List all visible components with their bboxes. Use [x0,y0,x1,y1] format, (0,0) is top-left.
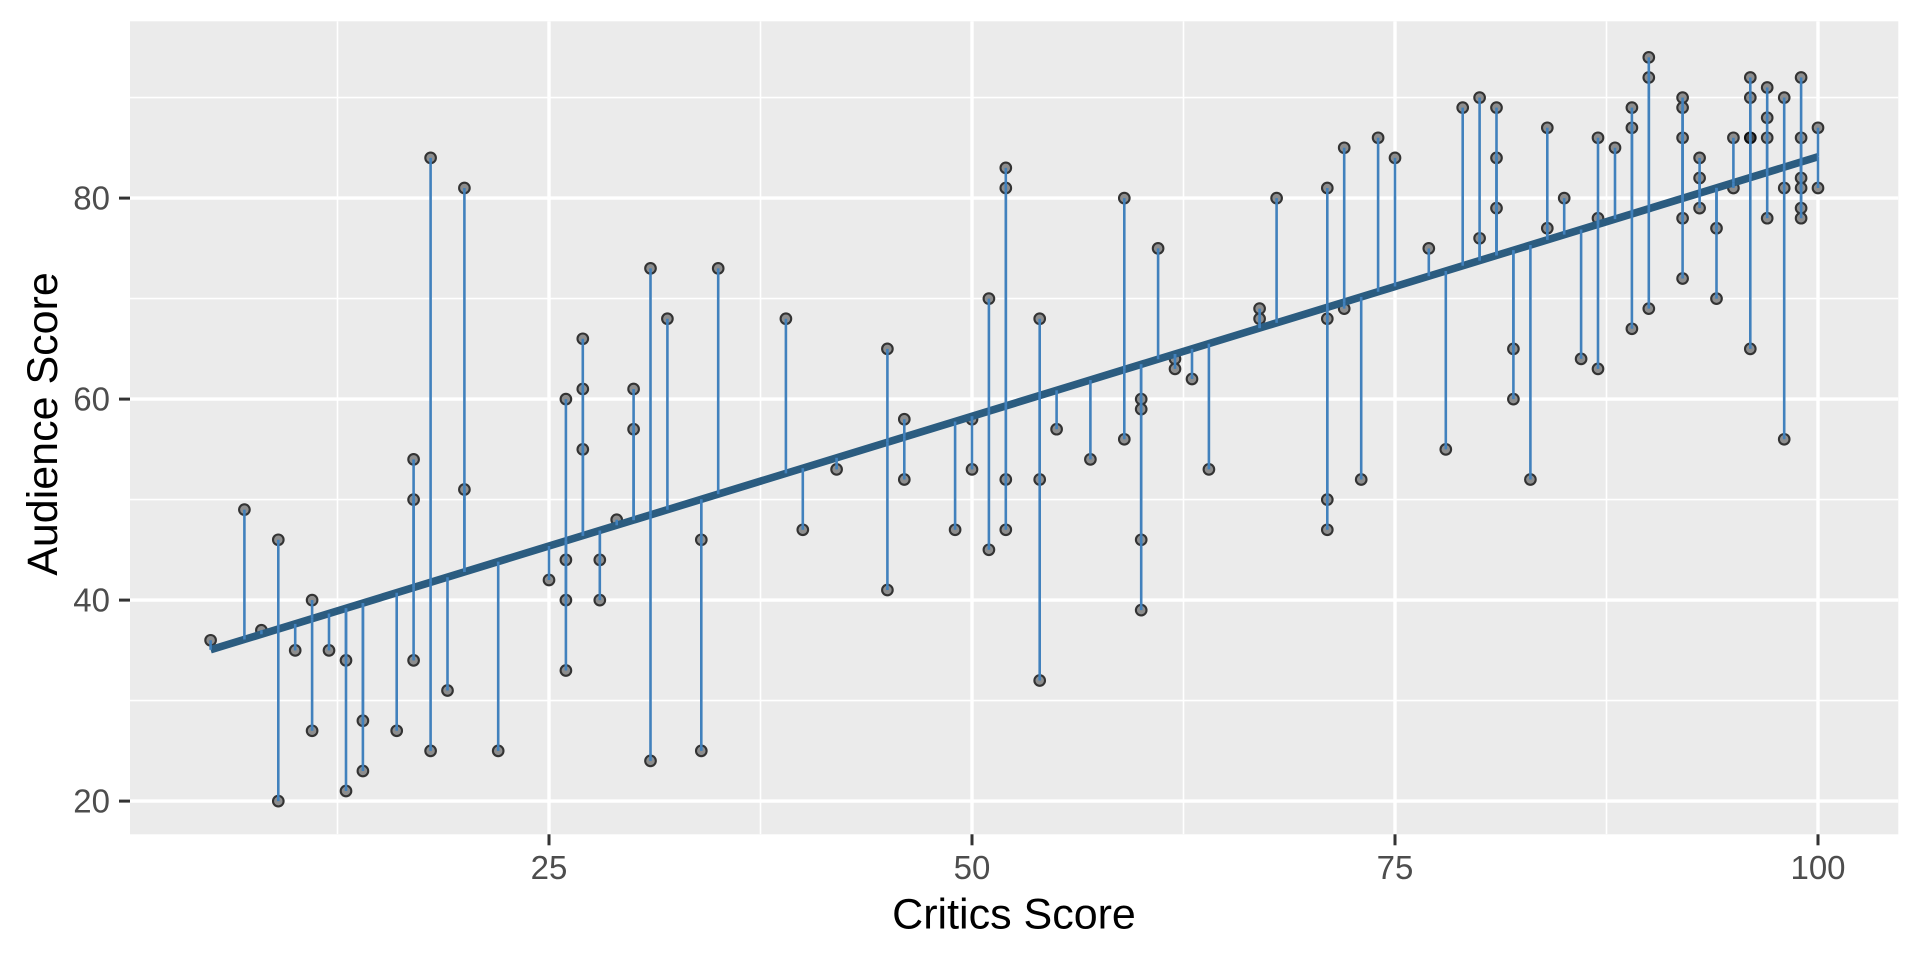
svg-text:100: 100 [1790,849,1845,886]
svg-text:60: 60 [73,381,110,418]
svg-text:40: 40 [73,582,110,619]
svg-text:50: 50 [954,849,991,886]
svg-text:20: 20 [73,783,110,820]
svg-text:75: 75 [1377,849,1414,886]
svg-text:Critics Score: Critics Score [892,891,1136,939]
svg-text:80: 80 [73,180,110,217]
svg-text:25: 25 [531,849,568,886]
svg-text:Audience Score: Audience Score [19,272,67,576]
